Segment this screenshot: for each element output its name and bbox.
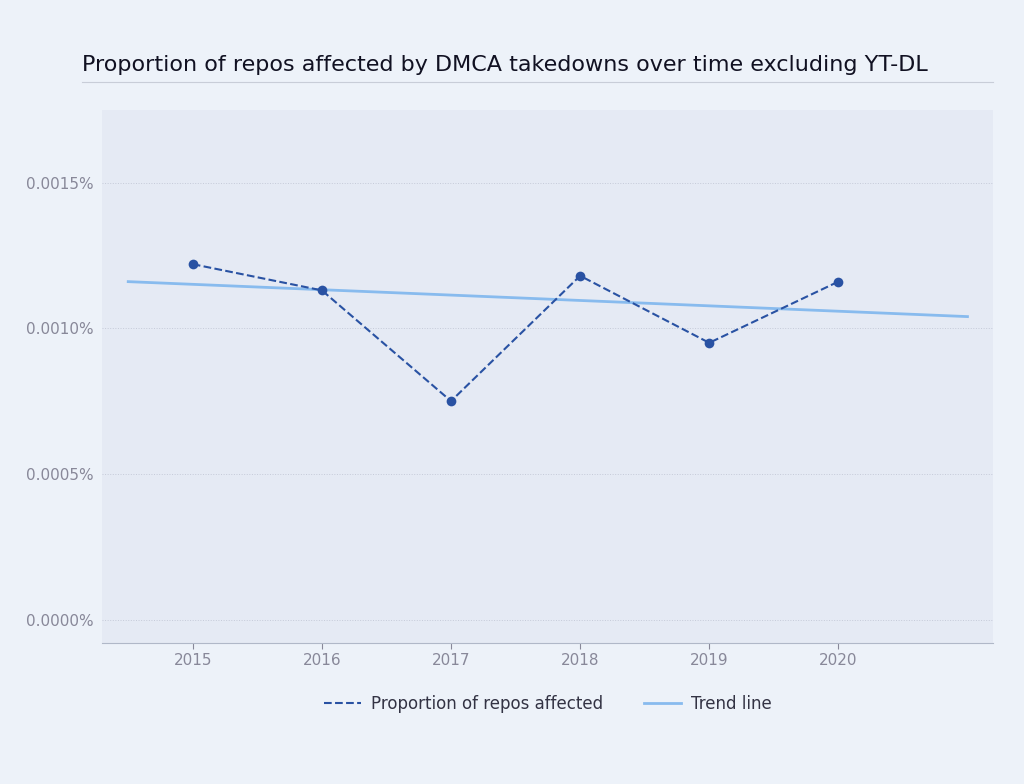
Text: Proportion of repos affected by DMCA takedowns over time excluding YT-DL: Proportion of repos affected by DMCA tak… [82,55,928,75]
Legend: Proportion of repos affected, Trend line: Proportion of repos affected, Trend line [317,688,778,720]
